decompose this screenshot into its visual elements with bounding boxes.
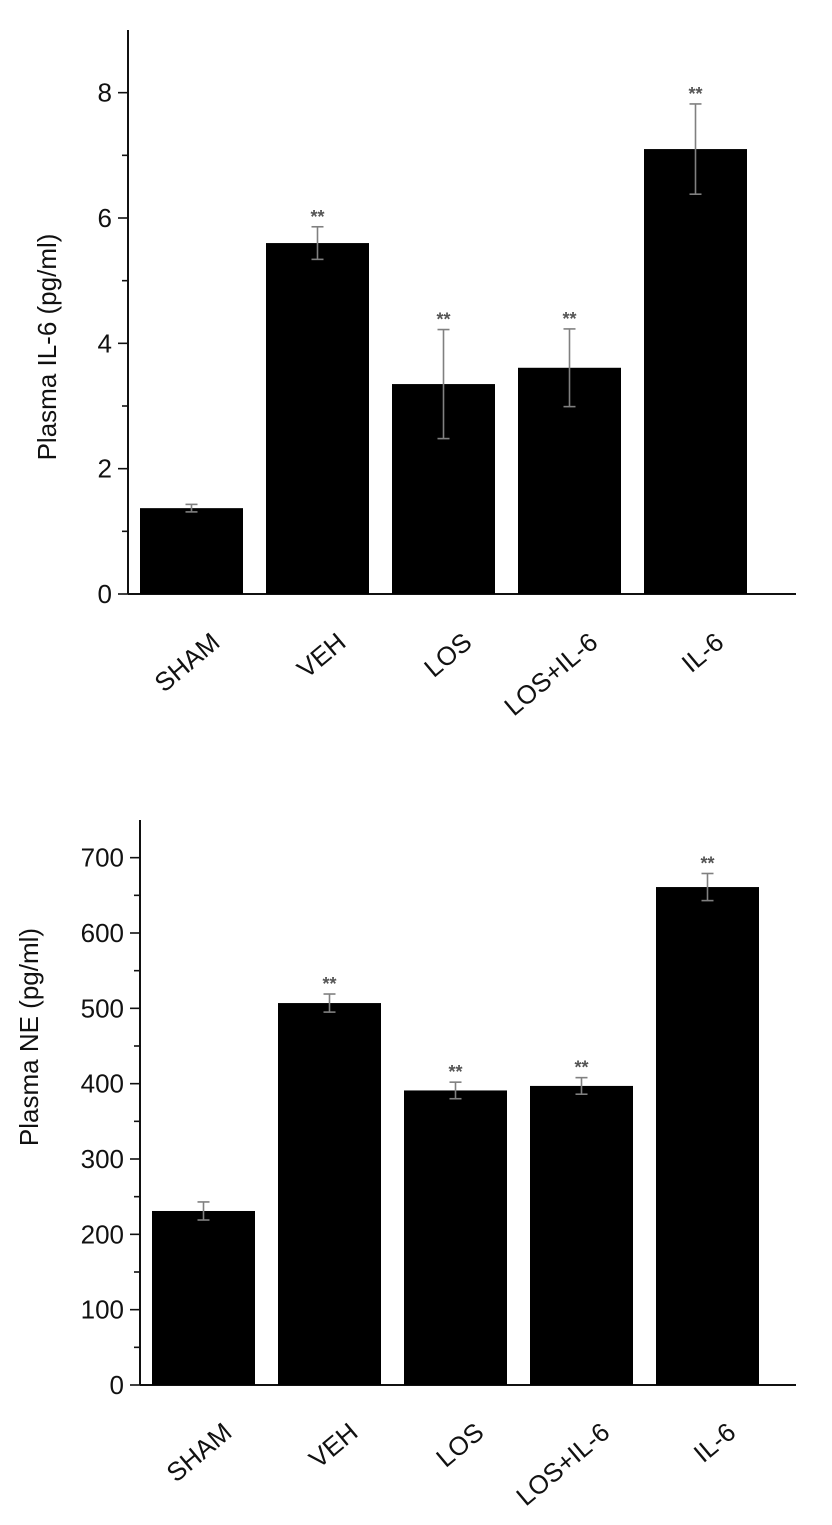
- category-label: SHAM: [149, 627, 226, 698]
- y-tick-label: 100: [81, 1295, 124, 1325]
- category-label: LOS: [418, 627, 477, 683]
- category-label: VEH: [303, 1417, 363, 1474]
- y-tick-label: 4: [98, 328, 112, 358]
- y-tick-label: 8: [98, 78, 112, 108]
- bar-los: [404, 1090, 507, 1385]
- y-tick-label: 300: [81, 1144, 124, 1174]
- y-tick-label: 2: [98, 454, 112, 484]
- significance-label: **: [688, 84, 702, 104]
- bar-sham: [140, 508, 243, 594]
- bar-veh: [266, 243, 369, 595]
- y-tick-label: 0: [110, 1370, 124, 1400]
- ne-chart: 0 100 200 300 400 500 600 700 Plasma NE (pg/ml) S…: [14, 820, 796, 1512]
- bar-veh: [278, 1003, 381, 1385]
- y-axis-title: Plasma IL-6 (pg/ml): [32, 234, 62, 461]
- y-axis-title: Plasma NE (pg/ml): [14, 928, 44, 1146]
- category-label: IL-6: [676, 627, 730, 679]
- y-tick-label: 500: [81, 993, 124, 1023]
- y-tick-label: 6: [98, 203, 112, 233]
- y-tick-label: 400: [81, 1069, 124, 1099]
- significance-label: **: [322, 974, 336, 994]
- y-tick-label: 200: [81, 1219, 124, 1249]
- bar-los-il-6: [530, 1085, 633, 1385]
- significance-label: **: [310, 207, 324, 227]
- category-label: SHAM: [161, 1417, 238, 1488]
- bar-sham: [152, 1210, 255, 1385]
- y-tick-label: 600: [81, 918, 124, 948]
- il6-chart: 0 2 4 6 8 Plasma IL-6 (pg/ml) SHAM ** VEH ** LOS **…: [32, 30, 796, 722]
- significance-label: **: [448, 1062, 462, 1082]
- category-label: LOS+IL-6: [498, 627, 603, 722]
- y-tick-label: 0: [98, 579, 112, 609]
- category-label: LOS+IL-6: [510, 1417, 615, 1512]
- bar-il-6: [644, 149, 747, 595]
- bar-il-6: [656, 887, 759, 1385]
- category-label: VEH: [291, 627, 351, 684]
- significance-label: **: [562, 309, 576, 329]
- significance-label: **: [574, 1058, 588, 1078]
- y-tick-label: 700: [81, 843, 124, 873]
- significance-label: **: [436, 310, 450, 330]
- category-label: IL-6: [688, 1417, 742, 1469]
- significance-label: **: [700, 853, 714, 873]
- category-label: LOS: [430, 1417, 489, 1473]
